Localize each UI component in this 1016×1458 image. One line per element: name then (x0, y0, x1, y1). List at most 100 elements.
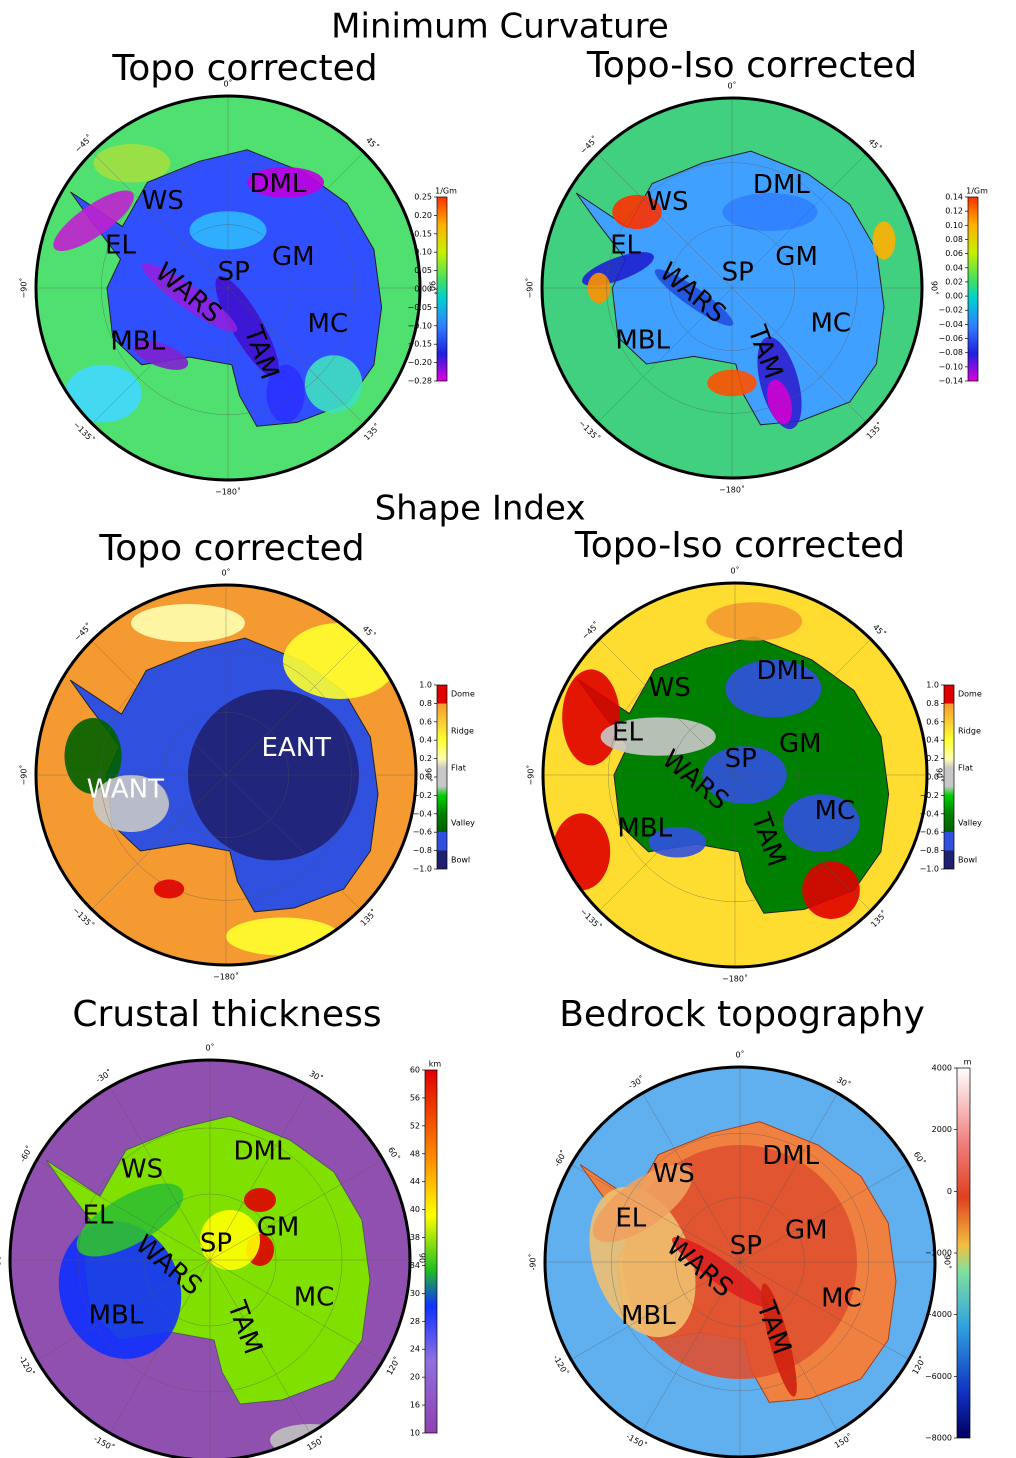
colorbar (437, 197, 447, 381)
region-label: DML (756, 656, 813, 686)
region-label: WS (646, 187, 688, 217)
meridian-label: -60˚ (552, 1148, 569, 1168)
colorbar-tick-label: 24 (410, 1345, 420, 1354)
panel-title: Topo corrected (98, 528, 364, 569)
colorbar (425, 1070, 437, 1433)
colorbar-tick-label: 48 (410, 1149, 420, 1158)
region-label: GM (257, 1213, 300, 1243)
meridian-label: −45˚ (578, 134, 600, 156)
anomaly (244, 1188, 276, 1212)
colorbar-tick-label: 0.08 (945, 235, 963, 244)
panel-title: Topo-Iso corrected (574, 525, 905, 566)
region-label: DML (762, 1141, 819, 1171)
meridian-label: 0˚ (205, 1043, 214, 1053)
panel-title: Crustal thickness (72, 994, 381, 1035)
colorbar-tick-label: 0.8 (419, 699, 432, 708)
colorbar (968, 197, 978, 381)
colorbar-tick-label: 4000 (932, 1064, 952, 1073)
colorbar-tick-label: 56 (410, 1093, 420, 1102)
colorbar-tick-label: −1.0 (920, 865, 939, 874)
section-heading: Shape Index (375, 489, 586, 529)
colorbar-tick-label: −0.04 (938, 320, 963, 329)
anomaly (226, 918, 340, 956)
colorbar-tick-label: −0.14 (938, 377, 963, 386)
colorbar-tick-label: 0.6 (419, 717, 432, 726)
colorbar-tick-label: 0.20 (414, 211, 432, 220)
region-label: DML (234, 1137, 291, 1167)
anomaly (154, 880, 184, 899)
region-label: EL (105, 230, 136, 260)
region-label: EANT (262, 733, 332, 763)
colorbar-tick-label: −0.08 (938, 348, 963, 357)
map-panel: Topo corrected0˚45˚90˚135˚−180˚−135˚−90˚… (19, 48, 458, 497)
region-label: GM (272, 242, 315, 272)
map-panel: Bedrock topography0˚30˚60˚90˚120˚150˚-18… (528, 994, 972, 1458)
region-label: SP (722, 257, 754, 287)
colorbar-unit: km (429, 1060, 442, 1069)
region-label: DML (249, 169, 306, 199)
colorbar-tick-label: 0.05 (414, 266, 432, 275)
meridian-label: −45˚ (72, 132, 94, 154)
colorbar-tick-label: −2000 (925, 1249, 952, 1258)
colorbar-tick-label: −0.4 (413, 809, 432, 818)
colorbar-tick-label: 0.4 (926, 736, 939, 745)
map (545, 1067, 935, 1457)
colorbar-tick-label: −0.06 (938, 334, 963, 343)
anomaly (131, 604, 245, 642)
region-label: MC (294, 1283, 335, 1313)
colorbar-tick-label: 0.2 (926, 754, 939, 763)
region-label: WS (142, 186, 184, 216)
region-label: WS (653, 1159, 695, 1189)
colorbar-tick-label: −8000 (925, 1434, 952, 1443)
colorbar-tick-label: 0.10 (414, 248, 432, 257)
colorbar-class: Bowl (958, 855, 977, 864)
meridian-label: 0˚ (735, 1050, 744, 1060)
colorbar-tick-label: −0.05 (407, 303, 432, 312)
colorbar-tick-label: 52 (410, 1121, 420, 1130)
region-label: SP (725, 744, 757, 774)
colorbar-tick-label: −0.2 (413, 791, 432, 800)
meridian-label: 45˚ (364, 135, 381, 152)
anomaly (553, 813, 611, 890)
region-label: MC (821, 1284, 862, 1314)
colorbar-tick-label: 2000 (932, 1125, 952, 1134)
colorbar-tick-label: −0.02 (938, 306, 963, 315)
meridian-label: −45˚ (579, 619, 601, 641)
meridian-label: -30˚ (94, 1067, 114, 1084)
colorbar-tick-label: 0.06 (945, 249, 963, 258)
colorbar-class: Dome (958, 690, 982, 699)
colorbar-tick-label: 0.00 (414, 285, 432, 294)
colorbar-tick-label: 0.00 (945, 292, 963, 301)
meridian-label: 60˚ (386, 1145, 402, 1162)
meridian-label: −180˚ (719, 485, 745, 495)
region-label: MBL (617, 813, 672, 843)
colorbar-tick-label: 38 (410, 1233, 420, 1242)
meridian-label: −90˚ (19, 765, 29, 786)
meridian-label: 45˚ (871, 622, 888, 639)
colorbar-tick-label: 20 (410, 1373, 420, 1382)
colorbar-tick-label: 0.12 (945, 207, 963, 216)
colorbar-tick-label: 40 (410, 1205, 420, 1214)
colorbar-tick-label: 0.15 (414, 229, 432, 238)
colorbar-tick-label: −0.10 (938, 362, 963, 371)
colorbar-class: Flat (451, 763, 466, 772)
colorbar-tick-label: 10 (410, 1429, 420, 1438)
region-label: WANT (87, 775, 165, 805)
region-label: SP (218, 257, 250, 287)
meridian-label: 0˚ (221, 568, 230, 578)
meridian-label: 120˚ (384, 1355, 402, 1377)
meridian-label: 0˚ (727, 81, 736, 91)
meridian-label: −180˚ (722, 974, 748, 984)
meridian-label: 45˚ (361, 623, 378, 640)
colorbar-tick-label: 1.0 (419, 681, 432, 690)
colorbar-tick-label: −0.6 (413, 828, 432, 837)
region-label: SP (730, 1231, 762, 1261)
colorbar-tick-label: 16 (410, 1401, 420, 1410)
colorbar-tick-label: −0.6 (920, 828, 939, 837)
colorbar-tick-label: 60 (410, 1066, 420, 1075)
meridian-label: −90˚ (19, 278, 29, 299)
colorbar-tick-label: −1.0 (413, 865, 432, 874)
colorbar-tick-label: −0.20 (407, 358, 432, 367)
colorbar-class: Ridge (958, 727, 981, 736)
